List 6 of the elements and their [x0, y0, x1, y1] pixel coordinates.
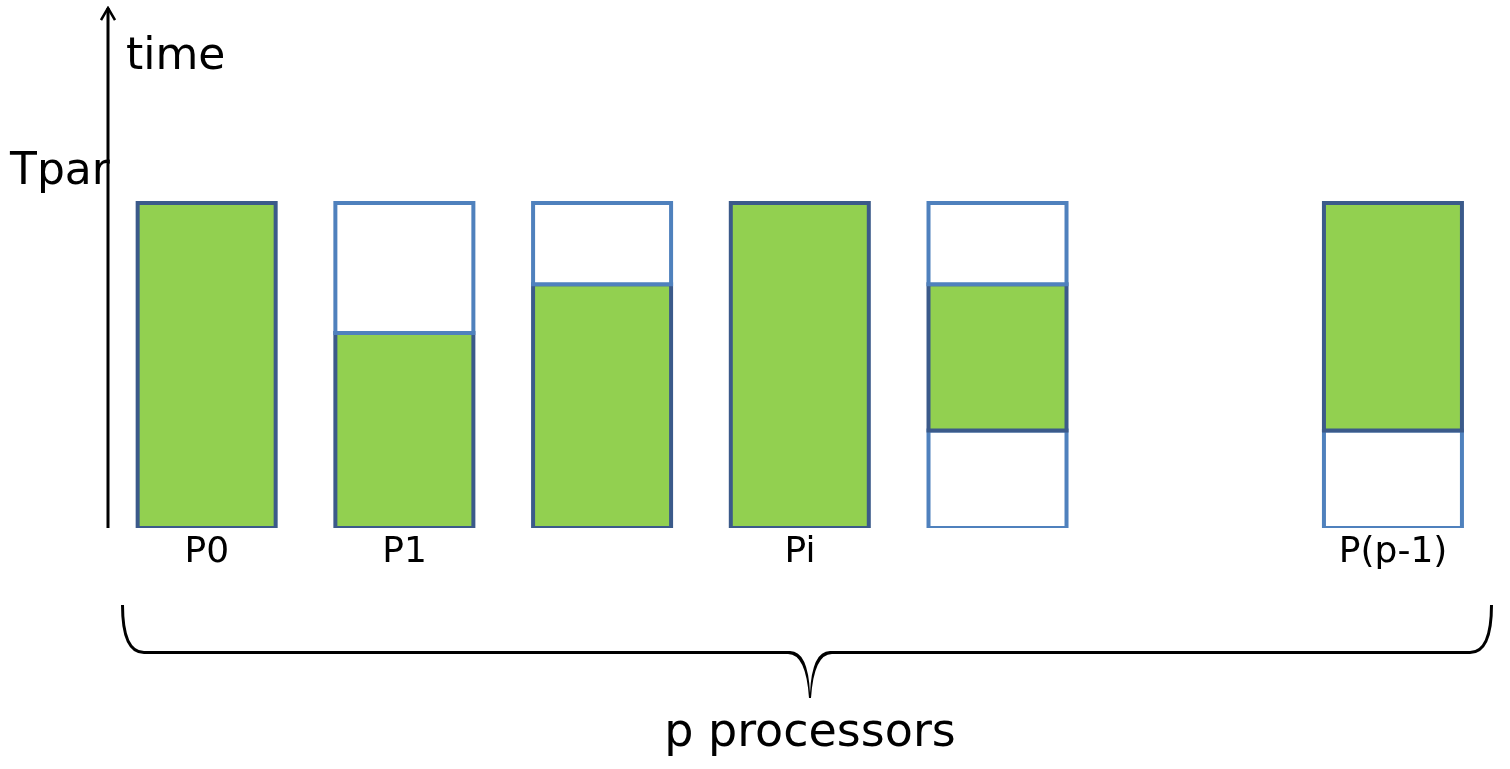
x-tick-label: P0 [184, 528, 230, 570]
x-tick-label: P1 [382, 528, 427, 570]
y-axis-title: time [126, 28, 226, 79]
x-tick-label: P(p-1) [1338, 528, 1448, 570]
x-axis-title: p processors [663, 703, 957, 757]
x-tick-label: Pi [784, 528, 816, 570]
